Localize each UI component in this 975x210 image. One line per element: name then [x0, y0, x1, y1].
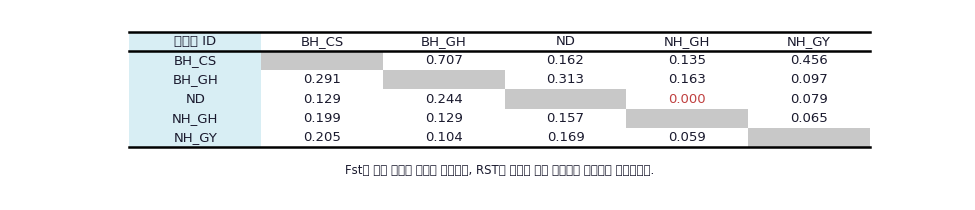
- Text: 0.163: 0.163: [668, 73, 706, 86]
- Text: 0.244: 0.244: [425, 93, 462, 106]
- Text: NH_GY: NH_GY: [787, 35, 831, 48]
- Bar: [130, 128, 261, 147]
- Text: BH_GH: BH_GH: [421, 35, 467, 48]
- Bar: [130, 51, 261, 70]
- Bar: [748, 89, 870, 109]
- Bar: [383, 109, 505, 128]
- Bar: [261, 51, 383, 70]
- Bar: [130, 32, 261, 51]
- Text: 0.456: 0.456: [790, 54, 828, 67]
- Bar: [261, 32, 383, 51]
- Bar: [261, 128, 383, 147]
- Text: Fst는 왼쪽 아래에 삼각형 모양으로, RST는 오른쪽 위에 역삼각형 모양으로 표시하였다.: Fst는 왼쪽 아래에 삼각형 모양으로, RST는 오른쪽 위에 역삼각형 모…: [345, 164, 654, 177]
- Bar: [383, 70, 505, 89]
- Bar: [505, 51, 626, 70]
- Bar: [748, 32, 870, 51]
- Bar: [626, 51, 748, 70]
- Bar: [505, 109, 626, 128]
- Bar: [261, 70, 383, 89]
- Bar: [130, 89, 261, 109]
- Bar: [505, 70, 626, 89]
- Bar: [505, 32, 626, 51]
- Text: 0.313: 0.313: [547, 73, 584, 86]
- Bar: [383, 128, 505, 147]
- Bar: [626, 70, 748, 89]
- Bar: [383, 51, 505, 70]
- Text: BH_CS: BH_CS: [174, 54, 216, 67]
- Text: BH_CS: BH_CS: [300, 35, 343, 48]
- Text: 0.104: 0.104: [425, 131, 462, 144]
- Bar: [748, 51, 870, 70]
- Text: NH_GY: NH_GY: [174, 131, 217, 144]
- Text: 0.129: 0.129: [425, 112, 463, 125]
- Text: 0.065: 0.065: [790, 112, 828, 125]
- Bar: [130, 70, 261, 89]
- Text: 0.000: 0.000: [669, 93, 706, 106]
- Bar: [383, 32, 505, 51]
- Bar: [261, 89, 383, 109]
- Text: 0.097: 0.097: [790, 73, 828, 86]
- Bar: [383, 89, 505, 109]
- Text: 0.707: 0.707: [425, 54, 463, 67]
- Bar: [130, 109, 261, 128]
- Bar: [748, 70, 870, 89]
- Text: BH_GH: BH_GH: [173, 73, 218, 86]
- Bar: [505, 89, 626, 109]
- Text: 0.162: 0.162: [547, 54, 584, 67]
- Text: 0.157: 0.157: [547, 112, 584, 125]
- Bar: [748, 128, 870, 147]
- Text: 0.135: 0.135: [668, 54, 706, 67]
- Bar: [261, 109, 383, 128]
- Text: 0.199: 0.199: [303, 112, 341, 125]
- Bar: [626, 128, 748, 147]
- Text: 0.205: 0.205: [303, 131, 341, 144]
- Text: 0.129: 0.129: [303, 93, 341, 106]
- Bar: [505, 128, 626, 147]
- Text: NH_GH: NH_GH: [664, 35, 711, 48]
- Bar: [626, 89, 748, 109]
- Text: ND: ND: [556, 35, 575, 48]
- Text: 0.059: 0.059: [669, 131, 706, 144]
- Text: 개체군 ID: 개체군 ID: [175, 35, 216, 48]
- Bar: [626, 32, 748, 51]
- Text: NH_GH: NH_GH: [172, 112, 218, 125]
- Text: 0.291: 0.291: [303, 73, 341, 86]
- Bar: [626, 109, 748, 128]
- Text: 0.079: 0.079: [790, 93, 828, 106]
- Text: 0.169: 0.169: [547, 131, 584, 144]
- Text: ND: ND: [185, 93, 205, 106]
- Bar: [748, 109, 870, 128]
